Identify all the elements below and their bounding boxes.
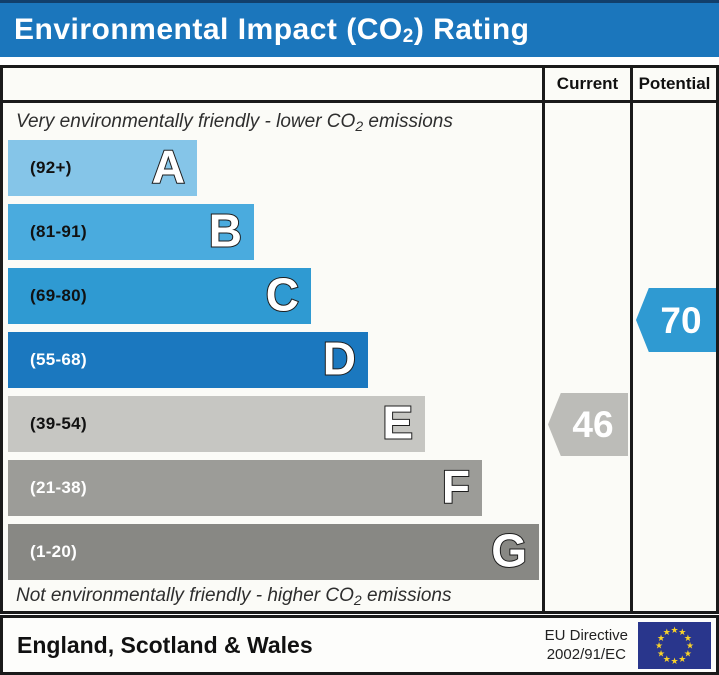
page-title-subscript: 2 <box>402 26 414 47</box>
chart-header-row: Current Potential <box>3 68 716 103</box>
rating-bands: (92+) A (81-91) B (69-80) C (55-68) D (3… <box>3 140 542 580</box>
eu-directive-label: EU Directive 2002/91/EC <box>545 626 628 665</box>
band-range-label: (1-20) <box>30 542 78 561</box>
band-bar: (69-80) C <box>8 268 311 324</box>
band-range-label: (21-38) <box>30 478 87 497</box>
svg-text:★: ★ <box>657 633 665 643</box>
potential-column: 70 <box>630 103 716 611</box>
band-bar: (81-91) B <box>8 204 254 260</box>
band-letter: G <box>490 524 528 577</box>
band-row-e: (39-54) E <box>8 396 542 452</box>
svg-text:★: ★ <box>684 633 692 643</box>
band-letter: A <box>151 140 186 193</box>
bottom-note: Not environmentally friendly - higher CO… <box>16 585 452 608</box>
page-title-suffix: ) Rating <box>413 13 530 46</box>
band-letter: E <box>381 396 414 449</box>
eu-flag-icon: ★ ★ ★ ★ ★ ★ ★ ★ ★ ★ ★ ★ <box>638 621 711 669</box>
band-range-label: (81-91) <box>30 222 87 241</box>
svg-text:★: ★ <box>655 641 663 651</box>
band-bar: (92+) A <box>8 140 197 196</box>
band-bar: (1-20) G <box>8 524 539 580</box>
title-gap <box>0 57 719 65</box>
band-bar: (21-38) F <box>8 460 482 516</box>
band-range-label: (39-54) <box>30 414 87 433</box>
band-bar: (39-54) E <box>8 396 425 452</box>
footer: England, Scotland & Wales EU Directive 2… <box>0 615 719 675</box>
svg-text:★: ★ <box>678 628 686 638</box>
band-letter: D <box>322 332 357 385</box>
chart-body: Very environmentally friendly - lower CO… <box>3 103 716 611</box>
eu-directive-line1: EU Directive <box>544 626 628 644</box>
current-column: 46 <box>542 103 630 611</box>
eu-directive-line2: 2002/91/EC <box>546 646 626 663</box>
svg-text:★: ★ <box>663 654 671 664</box>
band-letter: F <box>441 460 471 513</box>
co2-rating-chart: Current Potential Very environmentally f… <box>0 65 719 614</box>
band-row-b: (81-91) B <box>8 204 542 260</box>
band-row-g: (1-20) G <box>8 524 542 580</box>
band-range-label: (55-68) <box>30 350 87 369</box>
svg-text:★: ★ <box>684 649 692 659</box>
svg-text:★: ★ <box>678 654 686 664</box>
bands-area: Very environmentally friendly - lower CO… <box>3 103 542 611</box>
potential-column-header: Potential <box>630 68 716 100</box>
svg-text:★: ★ <box>663 628 671 638</box>
page-title-text: Environmental Impact (CO <box>14 13 403 46</box>
band-row-d: (55-68) D <box>8 332 542 388</box>
band-letter: B <box>208 204 243 257</box>
current-column-header: Current <box>542 68 630 100</box>
band-range-label: (69-80) <box>30 286 87 305</box>
header-spacer <box>3 68 542 100</box>
svg-text:★: ★ <box>686 641 694 651</box>
svg-text:★: ★ <box>670 657 678 667</box>
band-row-f: (21-38) F <box>8 460 542 516</box>
potential-rating-arrow: 70 <box>636 288 716 352</box>
band-row-c: (69-80) C <box>8 268 542 324</box>
band-range-label: (92+) <box>30 158 72 177</box>
band-letter: C <box>265 268 300 321</box>
region-label: England, Scotland & Wales <box>17 631 313 658</box>
svg-text:★: ★ <box>657 649 665 659</box>
current-rating-arrow: 46 <box>548 393 628 456</box>
current-rating-value: 46 <box>572 404 614 445</box>
potential-rating-value: 70 <box>660 299 702 341</box>
band-row-a: (92+) A <box>8 140 542 196</box>
top-note: Very environmentally friendly - lower CO… <box>16 110 453 134</box>
page-title: Environmental Impact (CO 2) Rating <box>0 0 719 57</box>
band-bar: (55-68) D <box>8 332 368 388</box>
svg-text:★: ★ <box>670 626 678 636</box>
